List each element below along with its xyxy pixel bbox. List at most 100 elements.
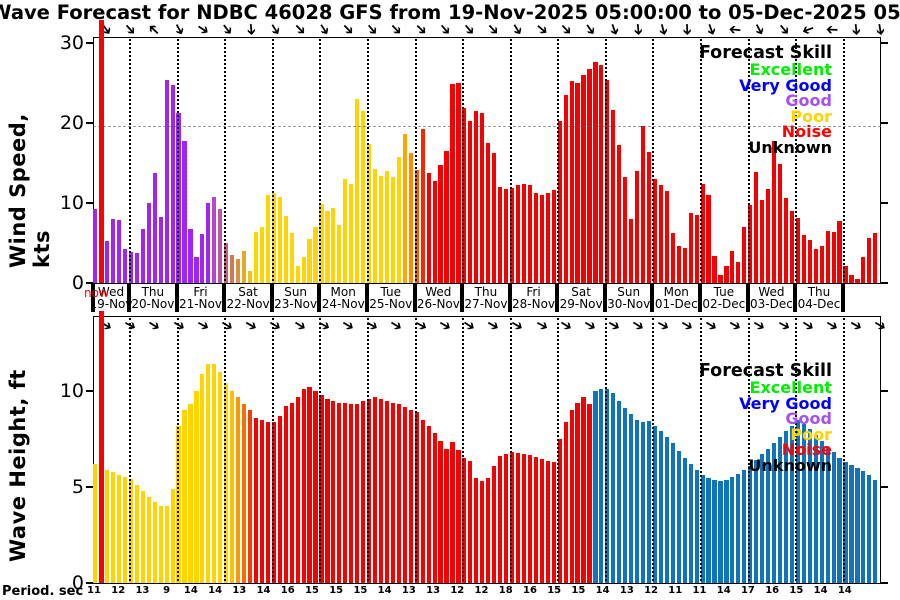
axis-tick (881, 42, 888, 44)
period-value: 12 (644, 585, 658, 596)
wind-bar (343, 179, 348, 283)
wind-bar (623, 177, 628, 283)
wind-bar (492, 153, 497, 283)
wind-bar (444, 151, 449, 283)
wind-bar (509, 187, 515, 283)
day-date-label: 28-Nov (512, 297, 556, 311)
wave-bar (361, 400, 366, 583)
wave-bar (515, 453, 521, 583)
wind-bar (533, 193, 538, 283)
wave-bar (587, 404, 592, 583)
period-value: 16 (280, 585, 295, 596)
wind-bar (188, 229, 193, 283)
period-value: 11 (692, 585, 707, 596)
day-name-label: Wed (97, 285, 125, 299)
day-boundary-line (462, 318, 465, 581)
wave-bar (682, 458, 687, 583)
wind-bar (247, 271, 253, 283)
wind-bar (771, 140, 777, 283)
wave-bar (855, 467, 860, 583)
day-date-label: 03-Dec (750, 297, 793, 311)
day-separator (698, 284, 703, 312)
wave-bar (760, 454, 765, 583)
day-name-label: Sat (238, 285, 258, 299)
wave-bar (164, 506, 169, 583)
wind-bar (843, 266, 848, 283)
legend-entry-good: Good (785, 409, 832, 428)
wind-bar (831, 231, 836, 283)
wind-bar (265, 195, 270, 283)
wave-bar (843, 462, 848, 583)
figure-title: Wave Forecast for NDBC 46028 GFS from 19… (0, 1, 900, 24)
wave-bar (438, 440, 443, 583)
period-value: 11 (87, 585, 101, 596)
wind-bar (724, 266, 729, 283)
legend-entry-excellent: Excellent (749, 378, 832, 397)
wave-bar (492, 465, 497, 583)
wind-bar (355, 99, 360, 283)
wind-bar (164, 79, 169, 283)
period-value: 13 (135, 585, 150, 596)
axis-tick (86, 282, 93, 284)
wave-bar (349, 404, 354, 583)
wind-bar (688, 213, 693, 283)
wind-bar (474, 111, 479, 283)
period-value: 13 (619, 585, 634, 596)
wave-bar (188, 404, 193, 583)
wave-bar (444, 448, 449, 583)
wave-bar (658, 431, 663, 583)
wind-bar (795, 218, 800, 283)
wave-bar (873, 480, 878, 583)
wind-bar (718, 275, 723, 283)
wind-bar (349, 183, 354, 283)
wind-bar (760, 199, 765, 283)
wind-bar (486, 143, 491, 283)
day-name-label: Fri (193, 285, 208, 299)
period-value: 14 (377, 585, 392, 596)
day-boundary-line (367, 318, 369, 581)
wave-bar (849, 464, 854, 583)
now-label: now (84, 286, 109, 300)
wave-bar (718, 481, 723, 583)
wave-bar (93, 463, 98, 583)
wind-bar (218, 209, 223, 283)
wind-bar (194, 257, 199, 283)
wave-bar (182, 410, 187, 583)
wind-bar (146, 203, 151, 283)
wind-bar (605, 79, 610, 283)
day-separator (650, 284, 655, 312)
wind-bar (521, 183, 527, 283)
day-boundary-line (795, 318, 798, 581)
day-boundary-line (176, 318, 179, 581)
wave-bar (635, 419, 640, 583)
wave-bar (378, 398, 384, 583)
wind-bar (664, 191, 669, 283)
wind-bar (635, 171, 640, 283)
axis-tick (86, 582, 93, 584)
period-value: 15 (571, 585, 586, 596)
wind-bar (527, 184, 532, 283)
wave-bar (468, 461, 473, 583)
wind-bar (646, 151, 652, 283)
day-separator (840, 284, 845, 312)
y-tick-label: 20 (59, 112, 84, 134)
wind-bar (480, 113, 485, 283)
wind-direction-arrow: ➔ (242, 22, 262, 37)
period-value: 14 (183, 585, 198, 596)
wave-bar (688, 463, 693, 583)
wave-bar (277, 415, 282, 583)
period-value: 14 (208, 585, 223, 596)
wind-bar (706, 195, 711, 283)
legend-entry-noise: Noise (781, 440, 832, 459)
legend-entry-good: Good (785, 91, 832, 110)
wind-bar (539, 195, 544, 283)
axis-tick (86, 122, 93, 124)
period-value: 16 (765, 585, 780, 596)
day-boundary-line (414, 318, 417, 581)
day-boundary-line (129, 318, 132, 581)
period-value: 14 (595, 585, 610, 596)
wave-bar (527, 455, 532, 583)
wave-bar (152, 502, 157, 583)
wind-bar (861, 257, 866, 283)
wave-bar (194, 391, 199, 583)
